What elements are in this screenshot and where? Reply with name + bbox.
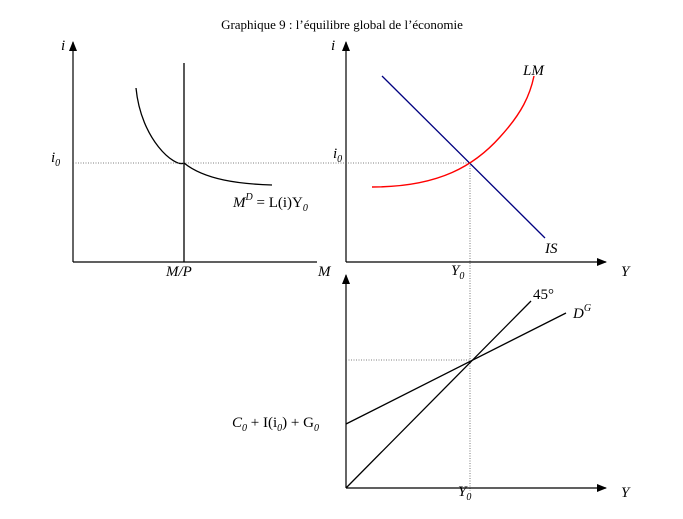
money-demand-label: MD = L(i)Y0 — [232, 192, 308, 214]
money-market-panel: i M i0 M/P MD = L(i)Y0 — [51, 38, 470, 280]
goods-x-axis-label: Y — [621, 485, 631, 501]
islm-panel: i Y i0 LM IS Y0 — [331, 38, 631, 491]
line-45-degree — [345, 300, 532, 489]
money-y-axis-label: i — [61, 38, 65, 54]
aggregate-demand-line — [345, 312, 567, 425]
money-demand-curve — [135, 87, 273, 186]
line-45-label: 45° — [533, 287, 554, 303]
lm-curve — [371, 75, 535, 188]
figure-title: Graphique 9 : l’équilibre global de l’éc… — [221, 17, 463, 32]
money-x-axis-label: M — [317, 264, 332, 280]
islm-i0-label: i0 — [333, 146, 342, 165]
demand-intercept-label: C0 + I(i0) + G0 — [232, 415, 319, 434]
money-i0-label: i0 — [51, 150, 60, 169]
islm-x-axis-label: Y — [621, 264, 631, 280]
is-curve — [381, 75, 546, 239]
money-supply-label: M/P — [165, 264, 192, 280]
goods-market-panel: Y 45° DG Y0 C0 + I(i0) + G0 — [232, 274, 631, 503]
aggregate-demand-label: DG — [572, 303, 591, 322]
lm-label: LM — [522, 63, 545, 79]
goods-y0-label: Y0 — [458, 484, 471, 503]
is-label: IS — [544, 241, 558, 257]
islm-y-axis-label: i — [331, 38, 335, 54]
islm-y0-label: Y0 — [451, 263, 464, 282]
